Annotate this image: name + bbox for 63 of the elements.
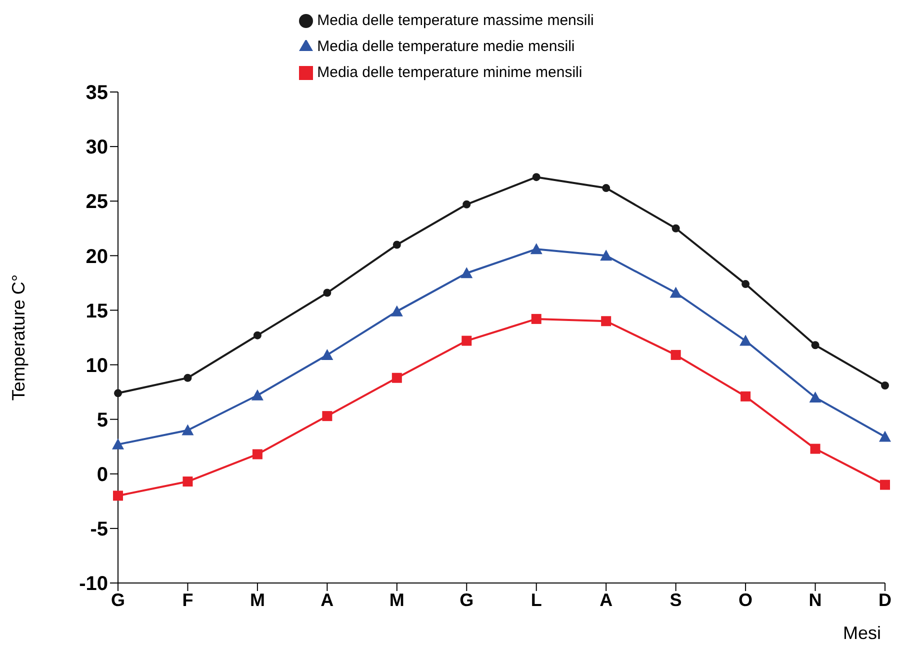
x-tick-label: D [878, 590, 892, 610]
point [462, 336, 472, 346]
y-tick-label: 25 [86, 191, 108, 214]
point [252, 449, 262, 460]
legend-label: Media delle temperature medie mensili [317, 38, 575, 55]
point [392, 372, 402, 383]
point [601, 316, 612, 326]
x-tick-label: G [460, 590, 474, 610]
legend-label: Media delle temperature massime mensili [317, 12, 594, 29]
point [390, 305, 403, 316]
y-tick-label: 0 [96, 464, 108, 486]
point [600, 250, 612, 261]
point [182, 424, 194, 436]
point [114, 389, 122, 398]
point [670, 286, 682, 298]
y-axis-title: Temperature C° [8, 274, 28, 401]
point [251, 389, 264, 400]
point [460, 267, 473, 278]
point [670, 350, 681, 360]
point [602, 184, 610, 192]
y-tick-label: -10 [79, 573, 108, 596]
point [321, 348, 334, 360]
point [672, 224, 680, 232]
x-axis-title: Mesi [842, 623, 881, 643]
legend-label: Media delle temperature minime mensili [317, 64, 582, 81]
point [740, 334, 752, 346]
point [184, 374, 192, 382]
x-tick-label: A [600, 590, 613, 610]
x-tick-label: O [738, 590, 753, 610]
point [113, 490, 123, 501]
y-tick-label: 20 [86, 246, 108, 268]
point [323, 288, 332, 297]
point [809, 392, 822, 403]
point [740, 391, 751, 402]
point [530, 243, 542, 254]
point [532, 173, 540, 182]
y-tick-label: 5 [96, 409, 108, 432]
point [253, 331, 262, 340]
point [531, 314, 542, 324]
point [742, 280, 750, 288]
y-tick-label: 35 [86, 82, 108, 104]
x-tick-label: A [320, 590, 334, 610]
point [462, 200, 471, 208]
point [182, 476, 193, 487]
point [879, 430, 891, 442]
y-tick-label: 15 [86, 300, 108, 322]
x-tick-label: N [808, 590, 822, 610]
point [392, 240, 401, 249]
x-tick-label: F [182, 590, 194, 610]
x-tick-label: M [250, 590, 265, 610]
x-tick-label: M [389, 590, 404, 610]
point [880, 480, 890, 490]
point [881, 382, 889, 390]
point [810, 444, 820, 454]
x-tick-label: S [670, 590, 682, 610]
y-tick-label: 10 [86, 354, 108, 377]
point [112, 438, 124, 450]
x-tick-label: L [530, 590, 542, 610]
point [811, 341, 820, 350]
y-tick-label: -5 [90, 518, 108, 541]
point [322, 411, 332, 422]
x-tick-label: G [110, 590, 126, 610]
y-tick-label: 30 [86, 136, 108, 159]
